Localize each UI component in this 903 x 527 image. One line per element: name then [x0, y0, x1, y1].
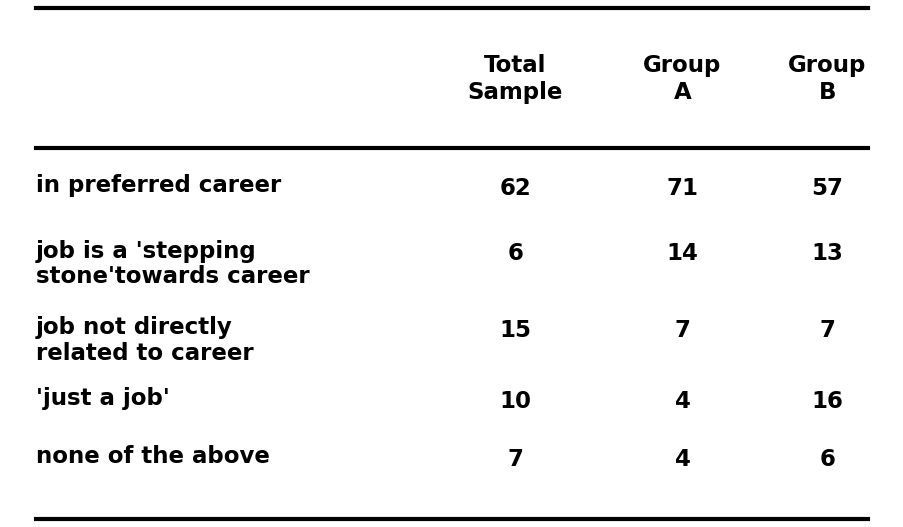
Text: 6: 6 [818, 448, 834, 471]
Text: 16: 16 [810, 390, 842, 413]
Text: 14: 14 [666, 242, 698, 266]
Text: Total
Sample: Total Sample [467, 54, 563, 104]
Text: job is a 'stepping
stone'towards career: job is a 'stepping stone'towards career [36, 240, 310, 288]
Text: Group
B: Group B [787, 54, 865, 104]
Text: 71: 71 [666, 177, 698, 200]
Text: 4: 4 [674, 390, 690, 413]
Text: 62: 62 [498, 177, 531, 200]
Text: Group
A: Group A [643, 54, 721, 104]
Text: 'just a job': 'just a job' [36, 387, 170, 411]
Text: 7: 7 [818, 319, 834, 342]
Text: 57: 57 [810, 177, 842, 200]
Text: 4: 4 [674, 448, 690, 471]
Text: 7: 7 [507, 448, 523, 471]
Text: 6: 6 [507, 242, 523, 266]
Text: none of the above: none of the above [36, 445, 270, 469]
Text: 15: 15 [498, 319, 531, 342]
Text: 13: 13 [810, 242, 842, 266]
Text: job not directly
related to career: job not directly related to career [36, 316, 254, 365]
Text: 10: 10 [498, 390, 531, 413]
Text: in preferred career: in preferred career [36, 174, 281, 197]
Text: 7: 7 [674, 319, 690, 342]
